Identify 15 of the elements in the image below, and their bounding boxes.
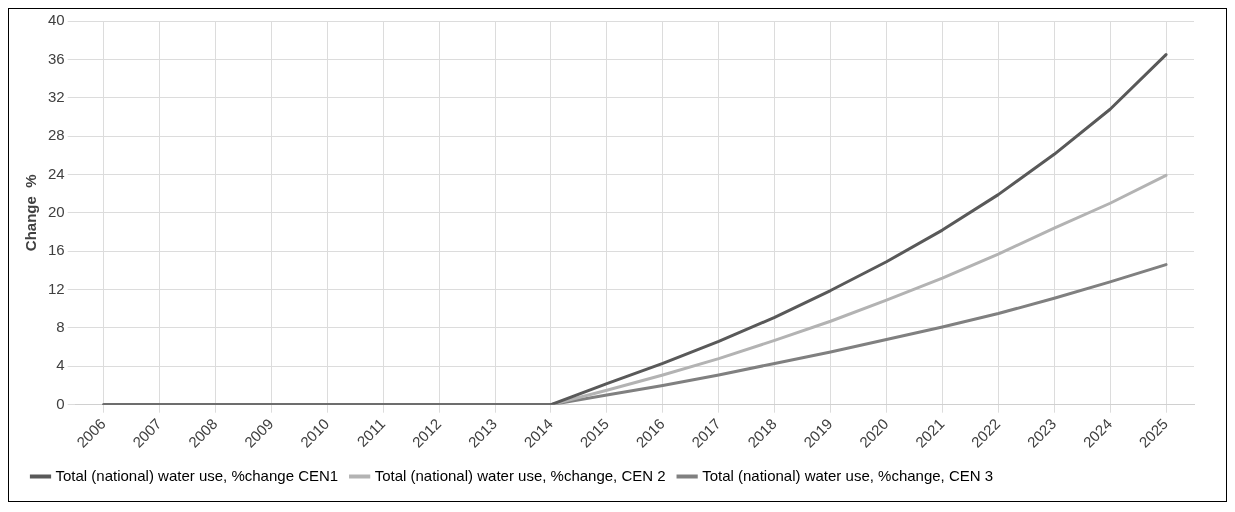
- legend-label: Total (national) water use, %change, CEN 3: [702, 466, 994, 484]
- y-tick-label: 36: [48, 49, 65, 67]
- y-tick-label: 20: [48, 202, 65, 220]
- y-tick-label: 24: [48, 164, 65, 182]
- y-tick-label: 12: [48, 279, 65, 297]
- legend-label: Total (national) water use, %change, CEN 2: [374, 466, 666, 484]
- y-tick-label: 28: [48, 126, 65, 144]
- y-tick-label: 8: [56, 318, 65, 336]
- y-tick-label: 4: [56, 356, 65, 374]
- y-tick-label: 32: [48, 87, 65, 105]
- y-axis-title: Change %: [22, 174, 40, 252]
- y-tick-label: 16: [48, 241, 65, 259]
- y-tick-label: 0: [56, 394, 65, 412]
- legend-label: Total (national) water use, %change CEN1: [55, 466, 339, 484]
- y-tick-label: 40: [48, 11, 65, 29]
